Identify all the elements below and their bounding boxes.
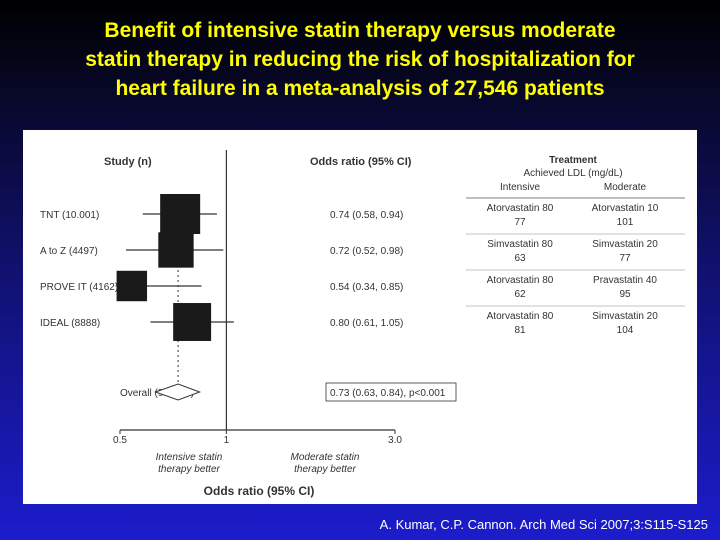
x-tick-label: 1 xyxy=(224,435,230,446)
citation: A. Kumar, C.P. Cannon. Arch Med Sci 2007… xyxy=(379,517,708,532)
intensive-ldl: 81 xyxy=(514,325,526,336)
ldl-header: Achieved LDL (mg/dL) xyxy=(523,168,622,179)
moderate-ldl: 101 xyxy=(617,217,634,228)
study-label-tnt: TNT (10.001) xyxy=(40,210,99,221)
x-axis-title: Odds ratio (95% CI) xyxy=(204,484,315,498)
title-line-3: heart failure in a meta-analysis of 27,5… xyxy=(115,77,605,100)
right-favors-line-1: Moderate statin xyxy=(291,452,360,463)
table-row-tnt: Atorvastatin 80 77 Atorvastatin 10 101 xyxy=(487,203,659,228)
moderate-column-header: Moderate xyxy=(604,182,647,193)
odds-ratio-column-header: Odds ratio (95% CI) xyxy=(310,156,412,168)
point-estimate-a-to-z xyxy=(158,232,194,268)
left-favors-line-2: therapy better xyxy=(158,464,220,475)
overall-ci-box xyxy=(325,382,457,402)
ci-label-a-to-z: 0.72 (0.52, 0.98) xyxy=(330,246,403,257)
overall-ci-label: 0.73 (0.63, 0.84), p<0.001 xyxy=(330,388,446,399)
study-column-header: Study (n) xyxy=(104,156,152,168)
slide-title: Benefit of intensive statin therapy vers… xyxy=(10,16,710,103)
x-tick-label: 3.0 xyxy=(388,435,402,446)
treatment-header: Treatment xyxy=(549,155,597,166)
title-line-2: statin therapy in reducing the risk of h… xyxy=(85,48,635,71)
ci-label-ideal: 0.80 (0.61, 1.05) xyxy=(330,318,403,329)
moderate-drug: Atorvastatin 10 xyxy=(592,203,659,214)
table-row-prove-it: Atorvastatin 80 62 Pravastatin 40 95 xyxy=(487,275,658,300)
overall-diamond xyxy=(153,383,202,401)
ci-label-prove-it: 0.54 (0.34, 0.85) xyxy=(330,282,403,293)
intensive-column-header: Intensive xyxy=(500,182,540,193)
table-row-ideal: Atorvastatin 80 81 Simvastatin 20 104 xyxy=(487,311,659,336)
moderate-ldl: 77 xyxy=(619,253,631,264)
ci-label-tnt: 0.74 (0.58, 0.94) xyxy=(330,210,403,221)
overall-label: Overall (95% CI) xyxy=(120,388,194,399)
right-favors-line-2: therapy better xyxy=(294,464,356,475)
x-tick-label: 0.5 xyxy=(113,435,127,446)
forest-plot: Study (n) Odds ratio (95% CI) Treatment … xyxy=(40,150,685,498)
left-favors-line-1: Intensive statin xyxy=(156,452,223,463)
point-estimate-tnt xyxy=(160,194,201,234)
moderate-drug: Simvastatin 20 xyxy=(592,311,658,322)
intensive-drug: Atorvastatin 80 xyxy=(487,311,554,322)
intensive-drug: Atorvastatin 80 xyxy=(487,203,554,214)
forest-plot-panel: Study (n) Odds ratio (95% CI) Treatment … xyxy=(23,130,697,504)
study-label-ideal: IDEAL (8888) xyxy=(40,318,100,329)
study-marks: TNT (10.001) 0.74 (0.58, 0.94) A to Z (449… xyxy=(40,150,457,430)
intensive-drug: Simvastatin 80 xyxy=(487,239,553,250)
intensive-drug: Atorvastatin 80 xyxy=(487,275,554,286)
intensive-ldl: 63 xyxy=(514,253,526,264)
moderate-ldl: 104 xyxy=(617,325,634,336)
point-estimate-ideal xyxy=(173,303,212,341)
point-estimate-prove-it xyxy=(116,270,148,302)
table-row-a-to-z: Simvastatin 80 63 Simvastatin 20 77 xyxy=(487,239,658,264)
intensive-ldl: 62 xyxy=(514,289,526,300)
moderate-drug: Simvastatin 20 xyxy=(592,239,658,250)
study-label-prove-it: PROVE IT (4162) xyxy=(40,282,118,293)
moderate-drug: Pravastatin 40 xyxy=(593,275,657,286)
title-line-1: Benefit of intensive statin therapy vers… xyxy=(104,19,616,42)
moderate-ldl: 95 xyxy=(619,289,631,300)
study-label-a-to-z: A to Z (4497) xyxy=(40,246,98,257)
x-axis: 0.5 1 3.0 xyxy=(113,429,402,446)
intensive-ldl: 77 xyxy=(514,217,526,228)
